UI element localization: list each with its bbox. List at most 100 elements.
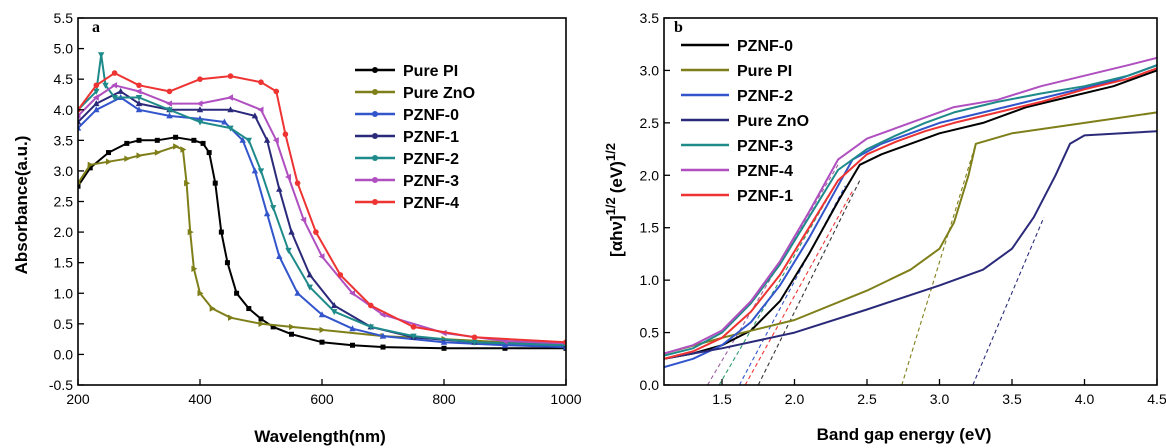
panel-b: [αhν]1/2(eV)1/2 Band gap energy (eV) b 1…	[603, 10, 1166, 444]
marker-pznf-4	[313, 229, 319, 235]
marker-pznf-2	[135, 95, 143, 101]
y-tick-label-a: 1.5	[54, 255, 74, 271]
marker-pznf-4	[93, 82, 100, 89]
legend-label-pure-pi: Pure PI	[737, 63, 792, 80]
panel-a-ylabel: Absorbance(a.u.)	[12, 136, 31, 275]
legend-marker-pznf-3	[372, 177, 378, 183]
marker-pznf-0	[166, 112, 173, 119]
marker-pure-zno	[173, 143, 180, 150]
legend-marker-pznf-0	[372, 111, 378, 117]
marker-pznf-0	[501, 341, 509, 348]
marker-pznf-2	[93, 88, 100, 95]
fit-line-3	[738, 185, 846, 385]
legend-b: PZNF-0 Pure PI PZNF-2 Pure ZnO PZNF-3 PZNF-4 P…	[681, 38, 809, 205]
series-line-pznf-0-b	[664, 69, 1157, 360]
y-tick-label-a: 4.0	[54, 102, 74, 118]
legend-label-pznf-4: PZNF-4	[737, 163, 793, 180]
panel-a-xlabel: Wavelength(nm)	[254, 427, 386, 446]
marker-pznf-4	[136, 82, 142, 89]
y-tick-label-b: 1.5	[640, 220, 660, 236]
marker-pznf-1	[263, 136, 271, 143]
marker-pure-pi	[270, 324, 276, 330]
marker-pure-pi	[234, 290, 240, 296]
series-line-pznf-2-b	[664, 64, 1157, 369]
panel-b-label: b	[674, 19, 683, 36]
marker-pznf-4	[197, 76, 203, 82]
y-tick-label-a: 1.0	[54, 285, 74, 301]
legend-marker-pure-pi	[372, 67, 378, 73]
marker-pznf-2	[245, 137, 252, 144]
marker-pure-pi	[319, 339, 325, 345]
marker-pznf-0	[251, 167, 259, 174]
series-line-pure-zno-b	[664, 130, 1157, 360]
marker-pznf-0	[349, 325, 356, 332]
y-tick-label-a: 2.0	[54, 224, 74, 240]
legend-marker-pznf-2	[372, 155, 378, 161]
x-tick-label-b: 4.5	[1147, 391, 1166, 407]
marker-pure-pi	[212, 180, 218, 186]
marker-pure-pi	[87, 165, 93, 171]
marker-pure-pi	[191, 137, 197, 143]
x-tick-label-a: 1000	[550, 391, 581, 407]
legend-label-pznf-0: PZNF-0	[737, 38, 793, 55]
y-tick-label-a: 3.5	[54, 132, 74, 148]
marker-pure-pi	[106, 150, 111, 156]
marker-pznf-3	[196, 100, 203, 107]
x-tick-label-a: 600	[310, 391, 334, 407]
plot-area-a	[78, 52, 566, 351]
legend-a: Pure PI Pure ZnO PZNF-0 PZNF-1 PZNF-2 PZNF-3 P…	[355, 63, 475, 212]
y-tick-label-a: 0.0	[54, 346, 74, 362]
panel-b-ylabel-main: [αhν]	[607, 215, 626, 257]
panel-b-xlabel: Band gap energy (eV)	[817, 425, 992, 444]
marker-pznf-4	[258, 79, 264, 86]
marker-pznf-3	[135, 88, 142, 95]
marker-pznf-1	[251, 112, 259, 119]
legend-label-pznf-2: PZNF-2	[403, 151, 459, 168]
marker-pure-zno	[289, 323, 295, 331]
series-line-pznf-4-b	[664, 56, 1157, 355]
marker-pznf-3	[257, 106, 264, 113]
marker-pure-zno	[258, 320, 265, 327]
marker-pznf-4	[294, 180, 301, 186]
marker-pznf-3	[285, 173, 291, 181]
marker-pure-pi	[154, 137, 160, 143]
marker-pznf-4	[337, 272, 344, 278]
marker-pznf-2	[306, 284, 313, 291]
marker-pznf-3	[349, 290, 355, 297]
fit-line-6	[901, 143, 977, 385]
y-tick-label-b: 2.5	[640, 115, 660, 131]
axes-frame-b	[663, 17, 1158, 386]
panel-a-label: a	[92, 19, 100, 36]
legend-label-pznf-0: PZNF-0	[403, 107, 459, 124]
marker-pure-pi	[246, 306, 252, 312]
marker-pure-pi	[78, 183, 81, 189]
marker-pznf-2	[285, 247, 292, 254]
marker-pznf-3	[272, 137, 279, 144]
marker-pure-zno	[191, 265, 198, 272]
marker-pznf-4	[282, 131, 289, 138]
legend-label-pznf-3: PZNF-3	[737, 138, 793, 155]
series-line-pznf-3-b	[664, 64, 1157, 357]
series-line-pznf-0-a	[78, 96, 566, 349]
marker-pznf-2	[102, 82, 109, 89]
marker-pznf-1	[288, 228, 295, 235]
x-tick-label-a: 200	[66, 391, 90, 407]
marker-pznf-0	[440, 338, 448, 345]
legend-label-pure-zno: Pure ZnO	[737, 113, 809, 130]
y-tick-label-a: -0.5	[49, 377, 73, 393]
marker-pznf-4	[227, 73, 234, 79]
marker-pure-zno	[197, 290, 204, 297]
marker-pznf-0	[239, 136, 246, 143]
marker-pznf-4	[111, 70, 118, 76]
marker-pure-pi	[200, 140, 206, 146]
marker-pznf-0	[135, 106, 143, 113]
marker-pure-pi	[502, 345, 508, 351]
marker-pure-zno	[187, 228, 194, 236]
panel-b-ylabel-sup2: 1/2	[603, 143, 618, 161]
y-tick-label-b: 3.5	[640, 10, 660, 26]
series-line-pznf-3-a	[78, 84, 566, 345]
marker-pznf-0	[276, 253, 283, 259]
legend-label-pure-pi: Pure PI	[403, 63, 458, 80]
series-line-pznf-4-a	[78, 72, 566, 344]
marker-pure-pi	[136, 137, 142, 143]
